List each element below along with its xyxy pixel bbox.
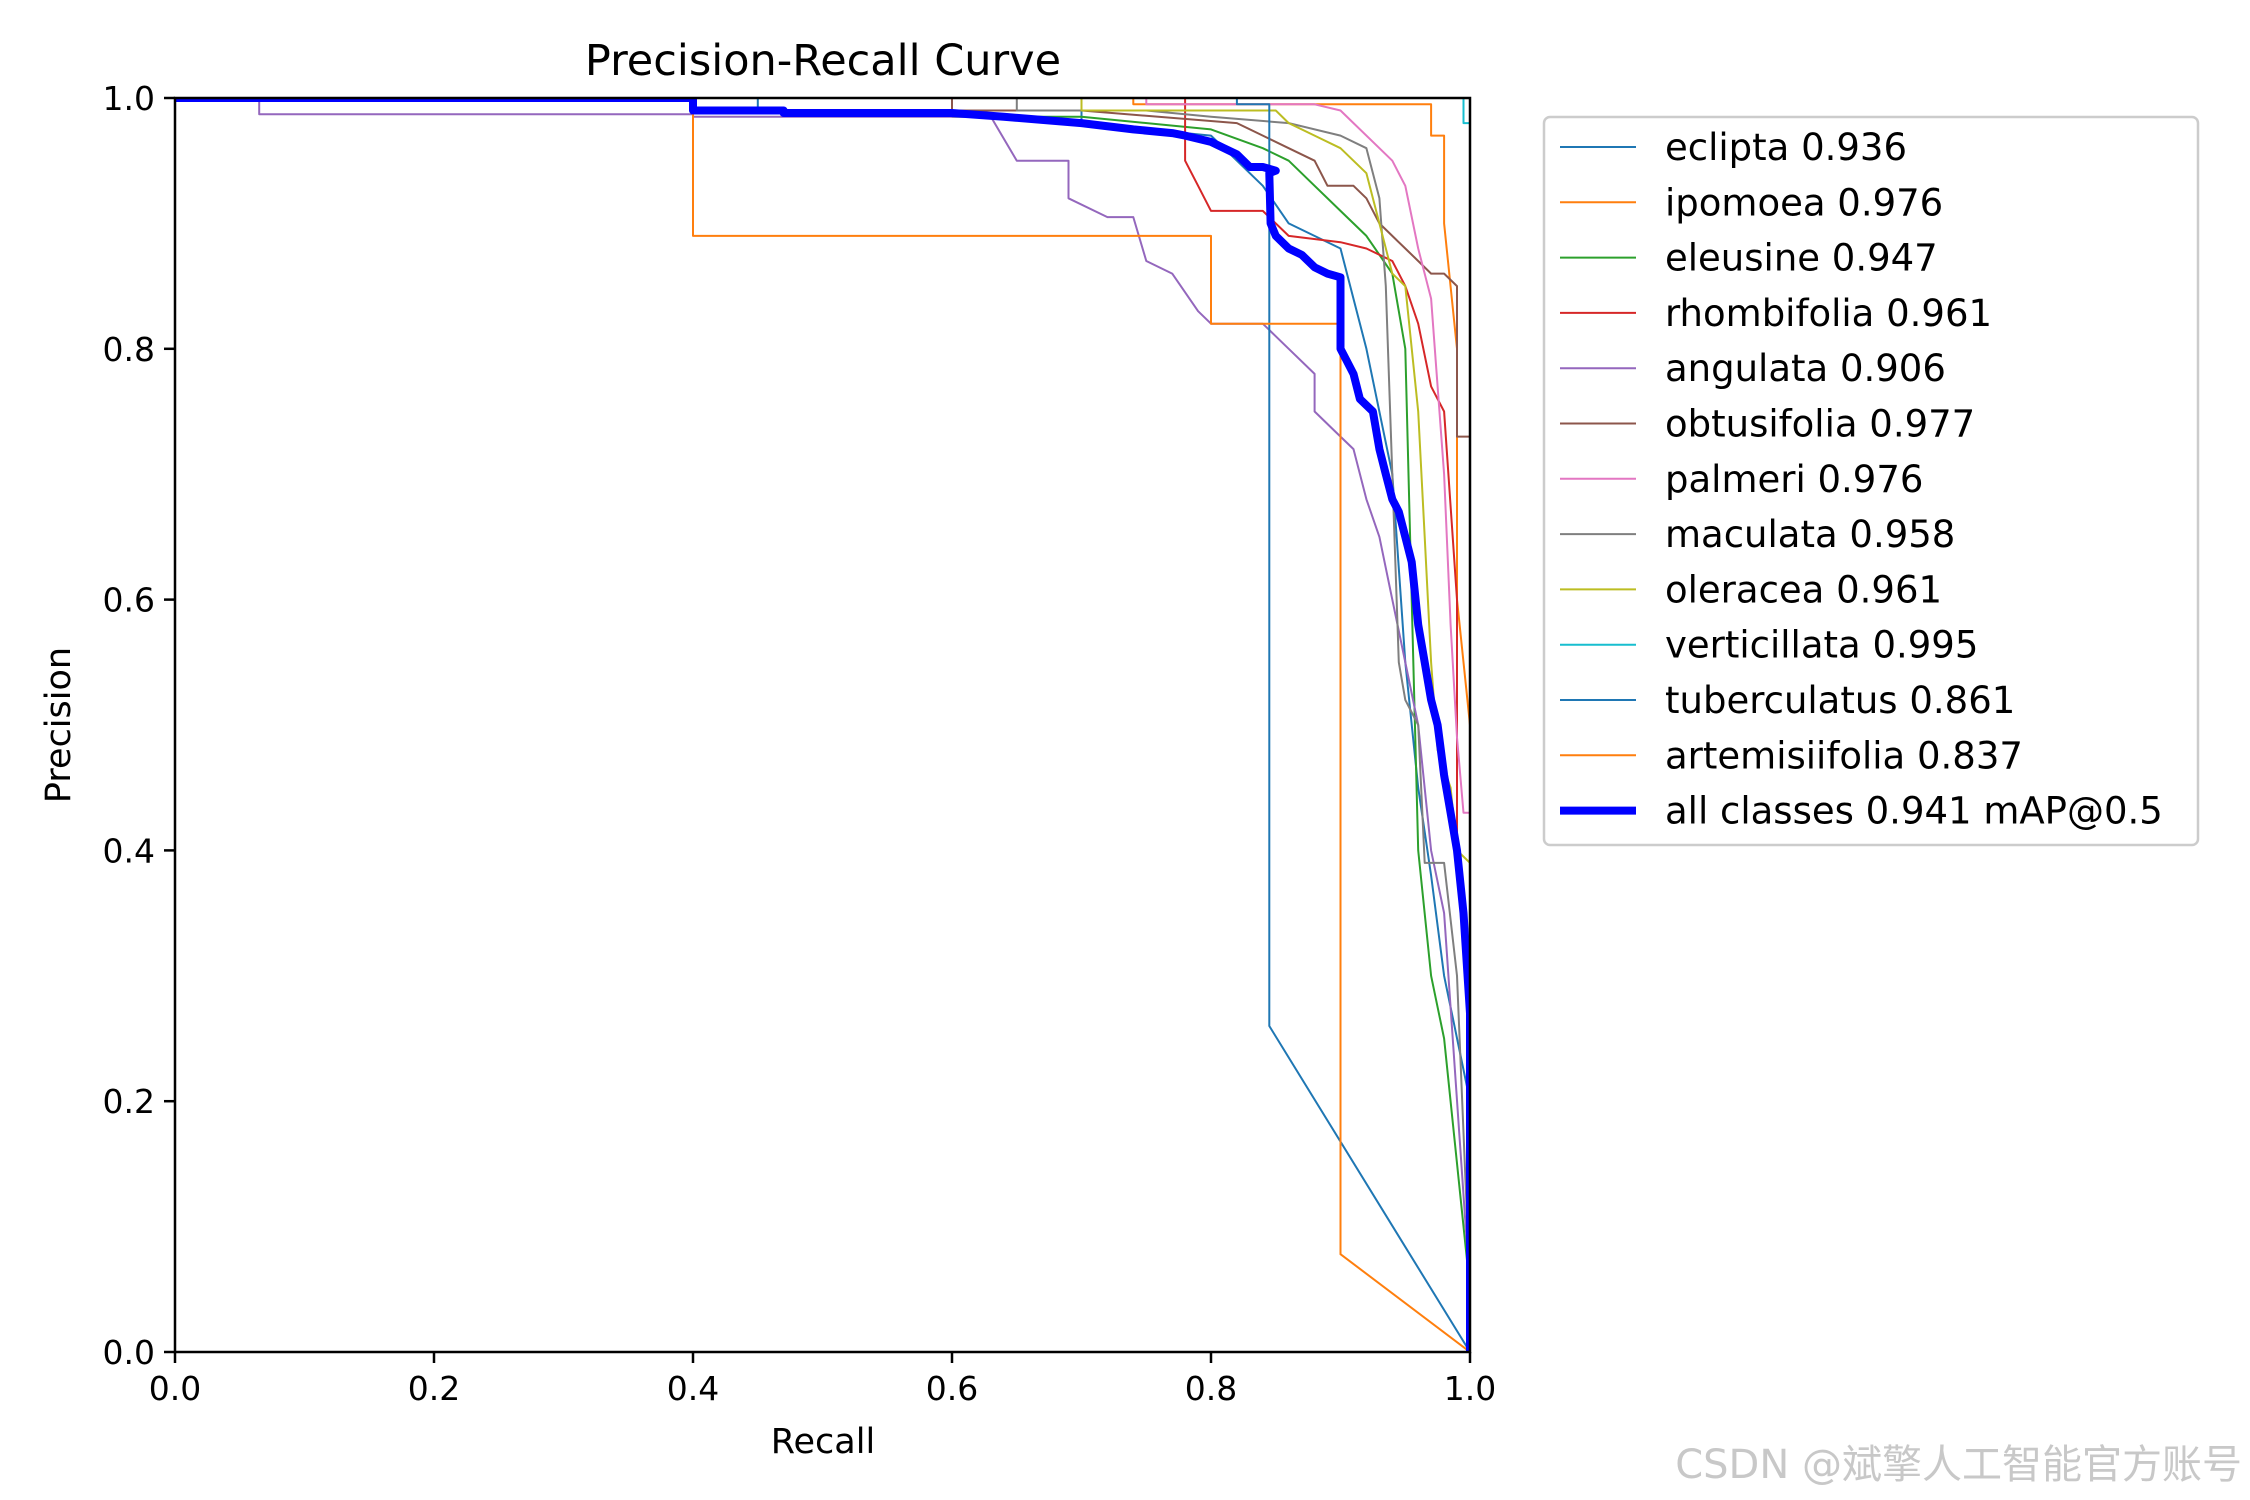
series-line-2 bbox=[175, 98, 1470, 1352]
x-axis: 0.0 0.2 0.4 0.6 0.8 1.0 bbox=[149, 1352, 1496, 1408]
legend-label-5: obtusifolia 0.977 bbox=[1665, 403, 1975, 446]
x-tick-label: 0.8 bbox=[1185, 1369, 1237, 1408]
watermark-text: CSDN @斌擎人工智能官方账号 bbox=[1675, 1442, 2242, 1488]
legend-label-7: maculata 0.958 bbox=[1665, 513, 1955, 556]
y-tick-label: 0.0 bbox=[103, 1333, 155, 1372]
chart-title: Precision-Recall Curve bbox=[585, 36, 1061, 86]
y-tick-label: 0.4 bbox=[103, 831, 155, 870]
legend-label-10: tuberculatus 0.861 bbox=[1665, 679, 2015, 722]
series-line-8 bbox=[175, 98, 1470, 1352]
y-tick-label: 1.0 bbox=[103, 79, 155, 118]
legend: eclipta 0.936 ipomoea 0.976 eleusine 0.947… bbox=[1542, 115, 2200, 847]
legend-label-11: artemisiifolia 0.837 bbox=[1665, 734, 2023, 777]
y-tick-label: 0.8 bbox=[103, 330, 155, 369]
x-tick-label: 1.0 bbox=[1444, 1369, 1496, 1408]
series-line-1 bbox=[175, 98, 1470, 1352]
y-tick-label: 0.6 bbox=[103, 581, 155, 620]
legend-label-2: eleusine 0.947 bbox=[1665, 237, 1938, 280]
legend-box bbox=[1542, 115, 2200, 847]
legend-label-6: palmeri 0.976 bbox=[1665, 458, 1923, 501]
legend-label-8: oleracea 0.961 bbox=[1665, 568, 1942, 611]
x-tick-label: 0.2 bbox=[408, 1369, 460, 1408]
series-line-12 bbox=[175, 98, 1470, 1352]
series-line-9 bbox=[175, 98, 1470, 1352]
legend-label-12: all classes 0.941 mAP@0.5 bbox=[1665, 790, 2163, 833]
x-axis-label: Recall bbox=[771, 1422, 875, 1462]
y-axis-label: Precision bbox=[39, 647, 79, 803]
legend-label-9: verticillata 0.995 bbox=[1665, 624, 1978, 667]
x-tick-label: 0.6 bbox=[926, 1369, 978, 1408]
series-line-3 bbox=[175, 98, 1470, 1352]
x-tick-label: 0.0 bbox=[149, 1369, 201, 1408]
legend-label-3: rhombifolia 0.961 bbox=[1665, 292, 1992, 335]
y-tick-label: 0.2 bbox=[103, 1082, 155, 1121]
legend-label-4: angulata 0.906 bbox=[1665, 347, 1946, 390]
series-line-5 bbox=[175, 98, 1470, 1352]
plot-frame bbox=[173, 96, 1472, 1354]
y-axis: 0.0 0.2 0.4 0.6 0.8 1.0 bbox=[103, 79, 175, 1372]
series-line-10 bbox=[175, 98, 1470, 1352]
series-line-11 bbox=[175, 98, 1470, 1352]
x-tick-label: 0.4 bbox=[667, 1369, 719, 1408]
series-layer bbox=[175, 98, 1470, 1352]
legend-label-0: eclipta 0.936 bbox=[1665, 126, 1907, 169]
legend-label-1: ipomoea 0.976 bbox=[1665, 181, 1943, 224]
